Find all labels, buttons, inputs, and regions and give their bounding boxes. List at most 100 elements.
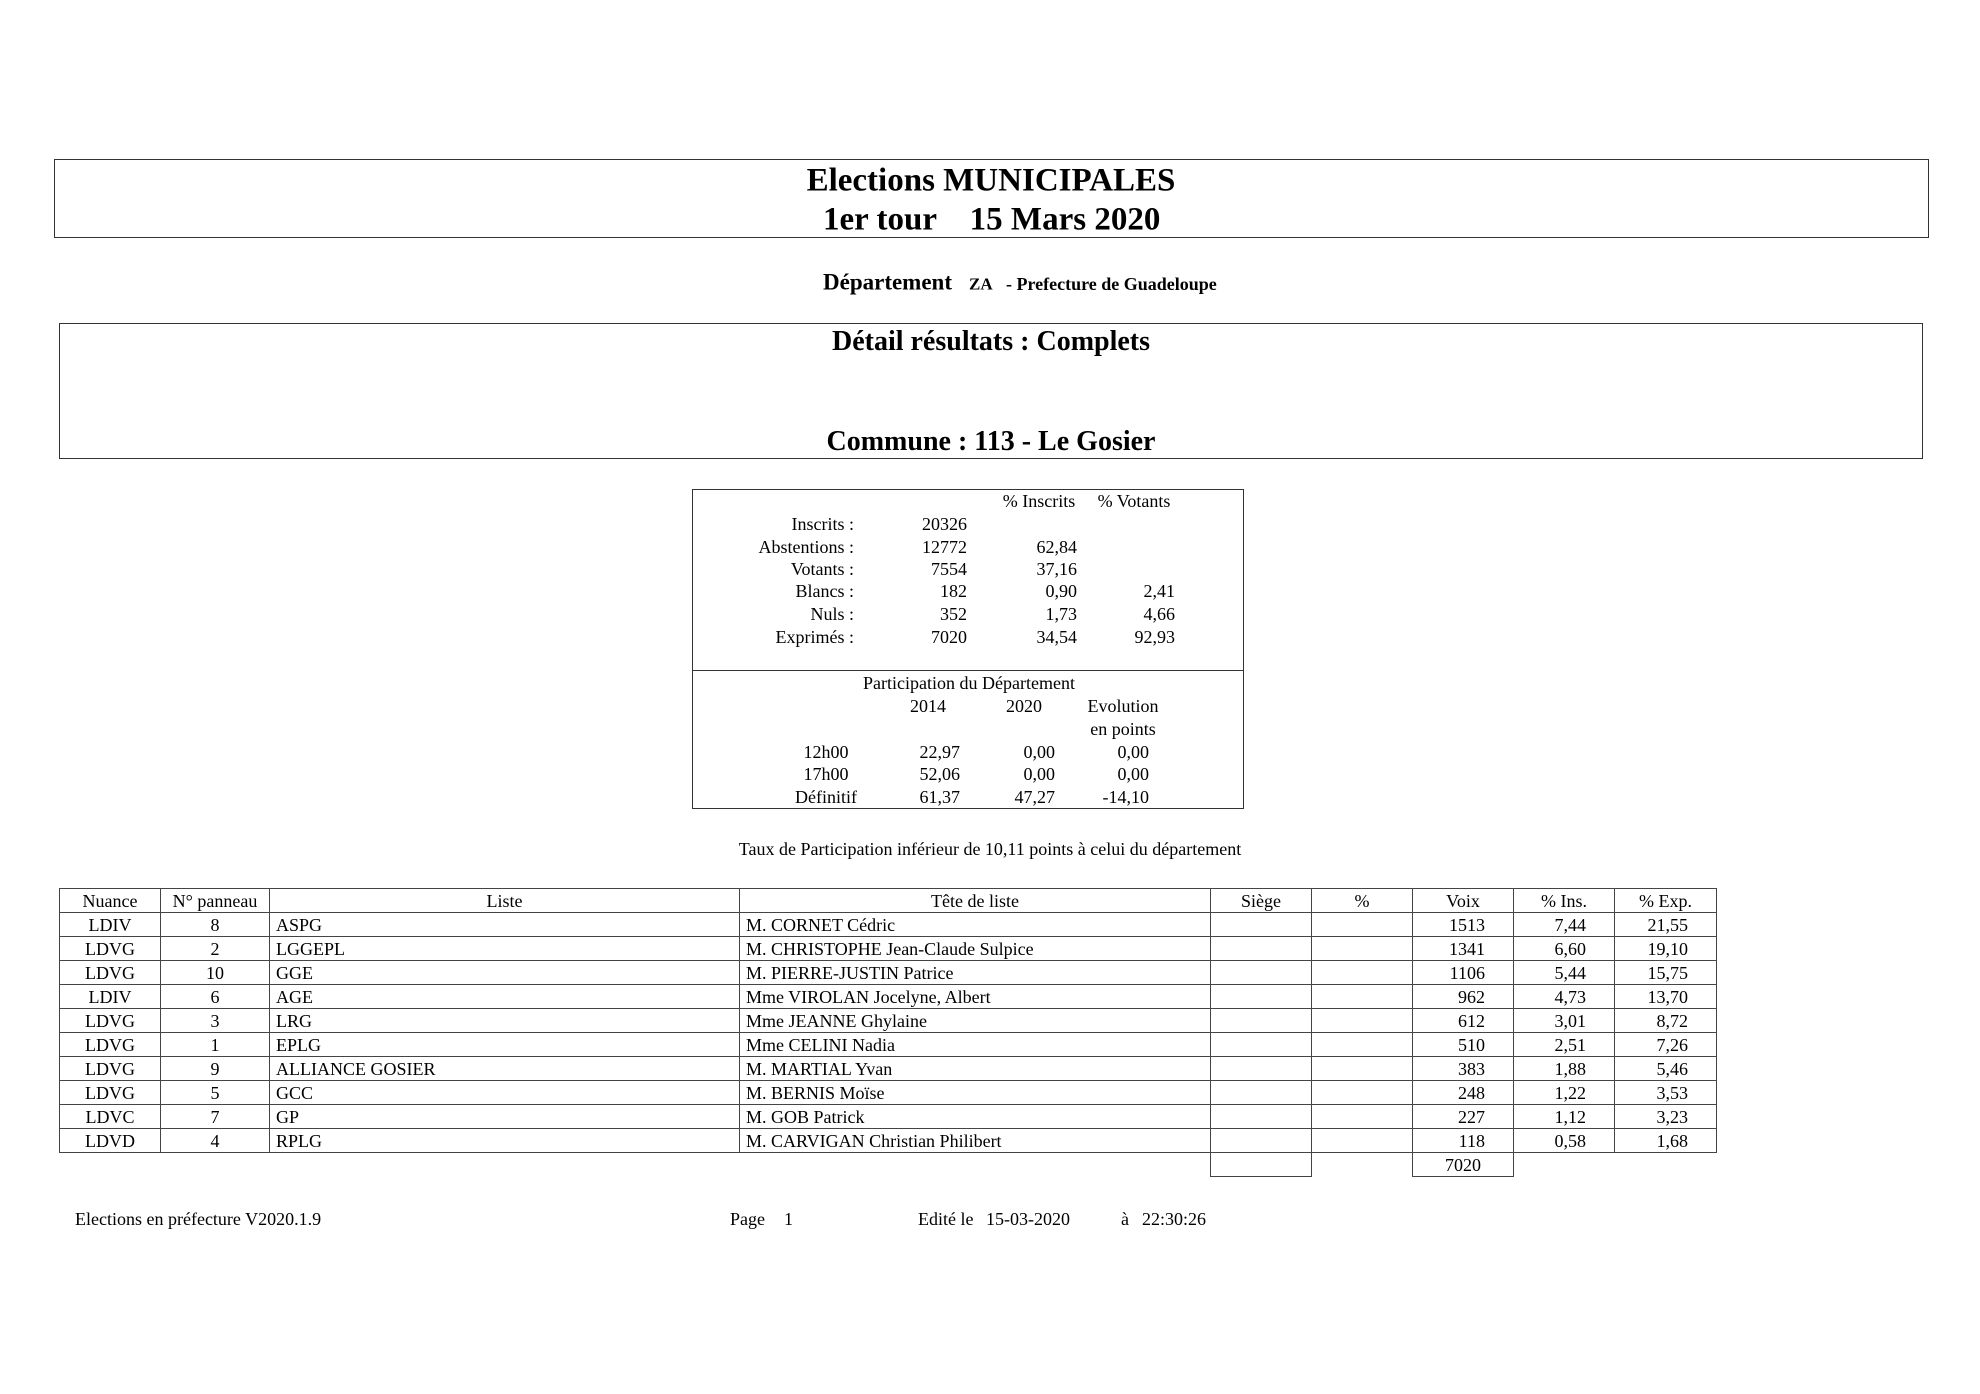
cell-voix: 612: [1412, 1008, 1514, 1033]
cell-liste: ASPG: [269, 912, 740, 937]
cell-empty: [1210, 1128, 1312, 1153]
cell-tete: Mme JEANNE Ghylaine: [739, 1008, 1211, 1033]
stats-value: 0,90: [1045, 581, 1078, 601]
column-header: Voix: [1412, 888, 1514, 913]
blank: [161, 1153, 270, 1177]
total-voix: 7020: [1412, 1152, 1514, 1177]
cell-liste: LRG: [269, 1008, 740, 1033]
stats-header: % Votants: [1097, 491, 1171, 511]
footer-software: Elections en préfecture V2020.1.9: [75, 1209, 322, 1229]
cell-empty: [1311, 1032, 1413, 1057]
cell-panneau: 2: [160, 936, 270, 961]
date: 15 Mars 2020: [969, 201, 1161, 238]
stats-value: 1,73: [1045, 604, 1078, 624]
note: Taux de Participation inférieur de 10,11…: [738, 839, 1242, 859]
result-row: LDVG 10 GGE M. PIERRE-JUSTIN Patrice 1106 5,4…: [59, 960, 1717, 985]
blank: [1312, 1153, 1413, 1177]
total-row: 7020: [60, 1152, 1717, 1177]
cell-exp: 15,75: [1614, 960, 1717, 985]
stats-label: Inscrits :: [791, 514, 855, 534]
cell-liste: RPLG: [269, 1128, 740, 1153]
participation-value: 61,37: [919, 787, 961, 807]
blank: [1514, 1153, 1615, 1177]
blank: [60, 1153, 161, 1177]
participation-value: 0,00: [1117, 764, 1150, 784]
stats-value: 7554: [931, 559, 967, 579]
footer-at-label: à: [1121, 1209, 1129, 1229]
cell-voix: 227: [1412, 1104, 1514, 1129]
result-row: LDVD 4 RPLG M. CARVIGAN Christian Philibert…: [59, 1128, 1717, 1153]
stats-value: 4,66: [1143, 604, 1176, 624]
cell-panneau: 1: [160, 1032, 270, 1057]
cell-voix: 1106: [1412, 960, 1514, 985]
cell-liste: EPLG: [269, 1032, 740, 1057]
result-row: LDVG 1 EPLG Mme CELINI Nadia 510 2,51 7,26: [59, 1032, 1717, 1057]
blank: [1615, 1153, 1717, 1177]
stats-value: 12772: [922, 537, 967, 557]
cell-panneau: 6: [160, 984, 270, 1009]
cell-voix: 118: [1412, 1128, 1514, 1153]
stats-value: 37,16: [1036, 559, 1078, 579]
result-row: LDIV 6 AGE Mme VIROLAN Jocelyne, Albert 962 4…: [59, 984, 1717, 1009]
cell-nuance: LDVD: [59, 1128, 161, 1153]
cell-exp: 3,23: [1614, 1104, 1717, 1129]
cell-tete: M. CORNET Cédric: [739, 912, 1211, 937]
cell-ins: 7,44: [1513, 912, 1615, 937]
stats-header: % Inscrits: [1002, 491, 1076, 511]
cell-tete: M. CHRISTOPHE Jean-Claude Sulpice: [739, 936, 1211, 961]
stats-value: 92,93: [1134, 627, 1176, 647]
stats-divider: [692, 670, 1244, 671]
participation-value: 0,00: [1117, 742, 1150, 762]
cell-exp: 5,46: [1614, 1056, 1717, 1081]
result-row: LDVC 7 GP M. GOB Patrick 227 1,12 3,23: [59, 1104, 1717, 1129]
blank: [270, 1153, 740, 1177]
stats-value: 62,84: [1036, 537, 1078, 557]
cell-empty: [1210, 912, 1312, 937]
footer-time: 22:30:26: [1142, 1209, 1207, 1229]
participation-value: 22,97: [919, 742, 961, 762]
cell-voix: 1513: [1412, 912, 1514, 937]
participation-title: Participation du Département: [863, 673, 1075, 693]
cell-empty: [1210, 1080, 1312, 1105]
cell-nuance: LDVG: [59, 936, 161, 961]
cell-tete: Mme VIROLAN Jocelyne, Albert: [739, 984, 1211, 1009]
result-row: LDVG 5 GCC M. BERNIS Moïse 248 1,22 3,53: [59, 1080, 1717, 1105]
cell-ins: 6,60: [1513, 936, 1615, 961]
cell-nuance: LDVG: [59, 1032, 161, 1057]
cell-liste: ALLIANCE GOSIER: [269, 1056, 740, 1081]
cell-exp: 21,55: [1614, 912, 1717, 937]
departement-name: - Prefecture de Guadeloupe: [1006, 274, 1217, 294]
cell-voix: 1341: [1412, 936, 1514, 961]
cell-voix: 510: [1412, 1032, 1514, 1057]
cell-exp: 7,26: [1614, 1032, 1717, 1057]
cell-liste: AGE: [269, 984, 740, 1009]
cell-liste: GP: [269, 1104, 740, 1129]
cell-empty: [1311, 1056, 1413, 1081]
participation-value: 0,00: [1023, 742, 1056, 762]
cell-empty: [1311, 984, 1413, 1009]
cell-nuance: LDVG: [59, 1056, 161, 1081]
cell-empty: [1210, 936, 1312, 961]
stats-value: 352: [940, 604, 967, 624]
participation-label: 12h00: [803, 742, 849, 762]
stats-box: [692, 489, 1244, 809]
result-row: LDVG 2 LGGEPL M. CHRISTOPHE Jean-Claude Sul…: [59, 936, 1717, 961]
total-siege: [1210, 1152, 1312, 1177]
title: Elections MUNICIPALES: [806, 162, 1176, 199]
participation-unit: en points: [1090, 719, 1156, 739]
participation-label: Définitif: [795, 787, 857, 807]
cell-empty: [1311, 912, 1413, 937]
cell-empty: [1210, 1032, 1312, 1057]
stats-label: Abstentions :: [758, 537, 854, 557]
stats-value: 182: [940, 581, 967, 601]
cell-exp: 1,68: [1614, 1128, 1717, 1153]
cell-ins: 2,51: [1513, 1032, 1615, 1057]
stats-label: Votants :: [790, 559, 854, 579]
cell-empty: [1210, 984, 1312, 1009]
column-header: Nuance: [59, 888, 161, 913]
cell-tete: M. PIERRE-JUSTIN Patrice: [739, 960, 1211, 985]
cell-liste: GCC: [269, 1080, 740, 1105]
cell-liste: LGGEPL: [269, 936, 740, 961]
participation-value: -14,10: [1102, 787, 1150, 807]
stats-value: 7020: [931, 627, 967, 647]
